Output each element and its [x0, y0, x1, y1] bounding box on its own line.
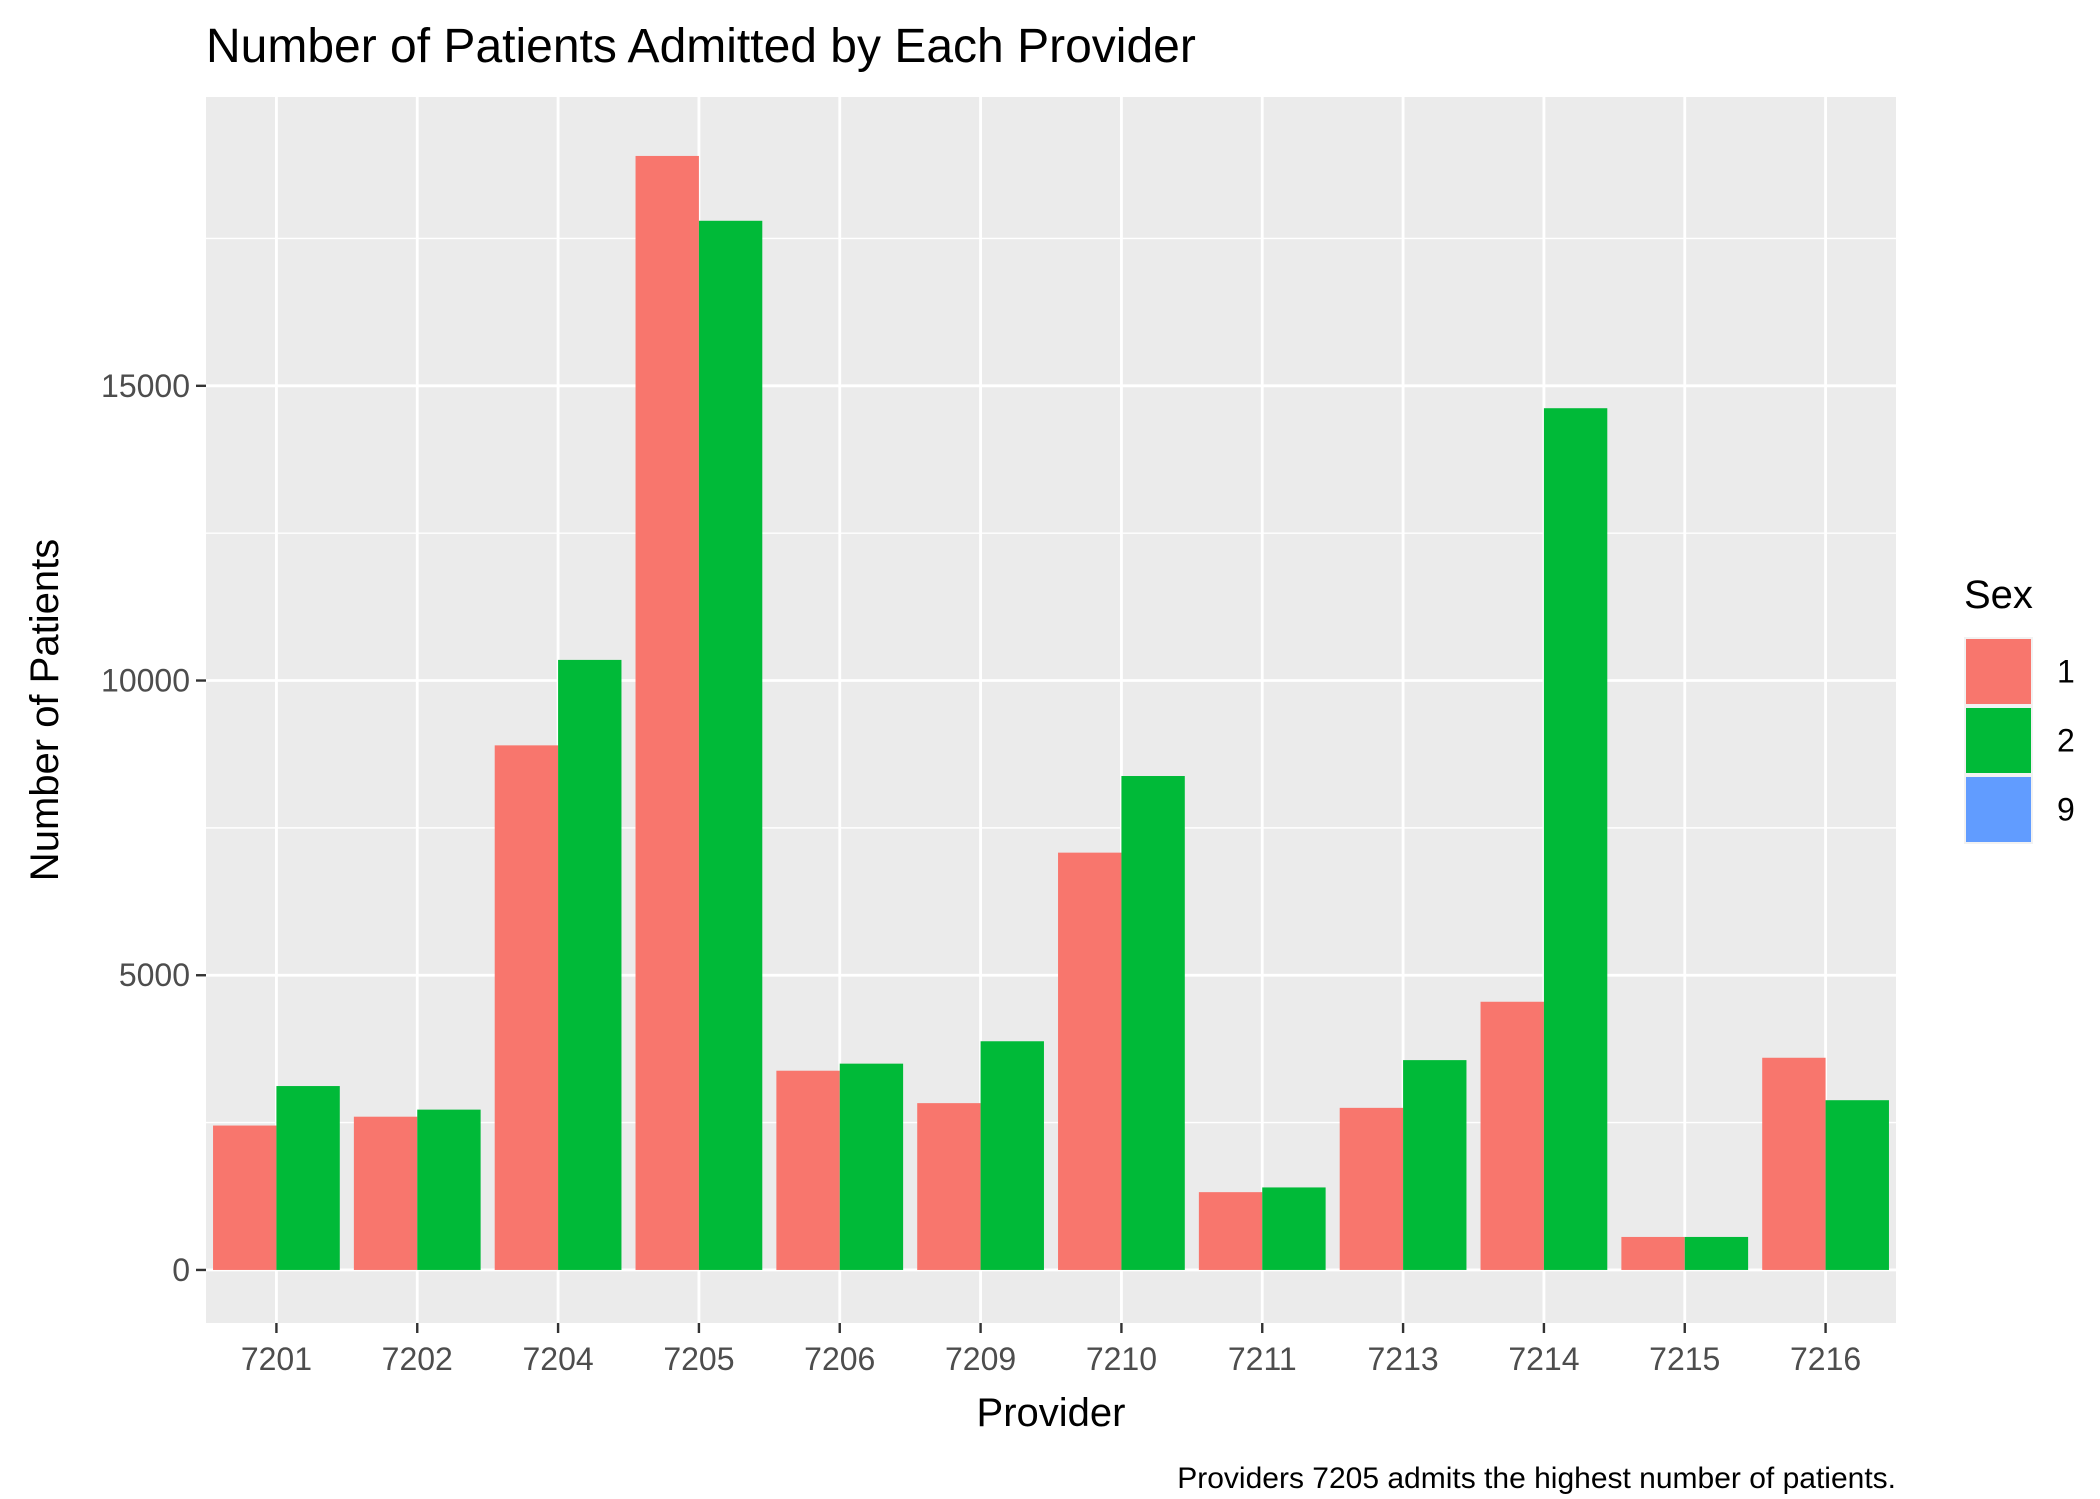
bar-7215-sex-1: [1621, 1236, 1685, 1270]
x-tick-label: 7215: [1649, 1341, 1720, 1377]
legend-label-1: 1: [2057, 654, 2075, 690]
panel-background: [206, 97, 1896, 1323]
x-tick-label: 7204: [522, 1341, 593, 1377]
minor-gridlines: [206, 237, 1896, 1124]
bar-7213-sex-2: [1403, 1060, 1467, 1270]
x-axis-title: Provider: [977, 1391, 1126, 1435]
bar-7206-sex-2: [839, 1063, 904, 1270]
legend-label-2: 2: [2057, 723, 2075, 759]
legend-key-1: [1966, 639, 2031, 704]
legend-key-9: [1966, 777, 2031, 842]
bars-group: [213, 155, 1889, 1270]
x-tick-label: 7214: [1508, 1341, 1579, 1377]
bar-7210-sex-2: [1121, 776, 1185, 1270]
x-tick-label: 7205: [663, 1341, 734, 1377]
bar-7201-sex-2: [276, 1086, 340, 1270]
legend-title: Sex: [1964, 573, 2033, 617]
bar-7213-sex-1: [1339, 1107, 1404, 1270]
bar-7205-sex-2: [698, 220, 763, 1270]
bar-7205-sex-1: [635, 155, 699, 1270]
bar-7211-sex-2: [1262, 1187, 1326, 1270]
chart-caption: Providers 7205 admits the highest number…: [1177, 1462, 1896, 1495]
x-tick-label: 7213: [1367, 1341, 1438, 1377]
legend: Sex 1 2 9: [1964, 573, 2075, 844]
x-tick-label: 7201: [241, 1341, 312, 1377]
bar-7211-sex-1: [1198, 1192, 1263, 1270]
legend-key-2: [1966, 708, 2031, 773]
bar-7210-sex-1: [1058, 852, 1122, 1270]
bar-7204-sex-2: [558, 659, 622, 1270]
bar-7209-sex-2: [980, 1041, 1044, 1270]
y-axis-title: Number of Patients: [23, 539, 67, 881]
x-tick-label: 7216: [1790, 1341, 1861, 1377]
bar-7209-sex-1: [917, 1103, 981, 1270]
bar-7202-sex-1: [353, 1116, 418, 1270]
y-tick-label: 15000: [101, 368, 190, 404]
bar-7202-sex-2: [417, 1109, 481, 1270]
bar-7216-sex-1: [1762, 1057, 1826, 1270]
x-tick-label: 7209: [945, 1341, 1016, 1377]
y-axis: 0 5000 10000 15000: [101, 368, 206, 1288]
x-tick-label: 7206: [804, 1341, 875, 1377]
y-tick-label: 0: [172, 1252, 190, 1288]
x-tick-label: 7202: [382, 1341, 453, 1377]
bar-7215-sex-2: [1684, 1236, 1749, 1270]
legend-label-9: 9: [2057, 792, 2075, 828]
bar-7214-sex-1: [1480, 1001, 1544, 1270]
y-tick-label: 5000: [119, 957, 190, 993]
x-axis: 7201 7202 7204 7205 7206 7209 7210 7211 7213 7214…: [241, 1323, 1861, 1377]
y-tick-label: 10000: [101, 663, 190, 699]
x-tick-label: 7211: [1228, 1341, 1297, 1377]
bar-7206-sex-1: [776, 1070, 840, 1270]
bar-7216-sex-2: [1825, 1100, 1889, 1270]
bar-7204-sex-1: [494, 745, 559, 1270]
bar-7214-sex-2: [1543, 408, 1608, 1270]
x-tick-label: 7210: [1086, 1341, 1157, 1377]
bar-7201-sex-1: [213, 1125, 277, 1270]
chart-title: Number of Patients Admitted by Each Prov…: [206, 20, 1196, 73]
